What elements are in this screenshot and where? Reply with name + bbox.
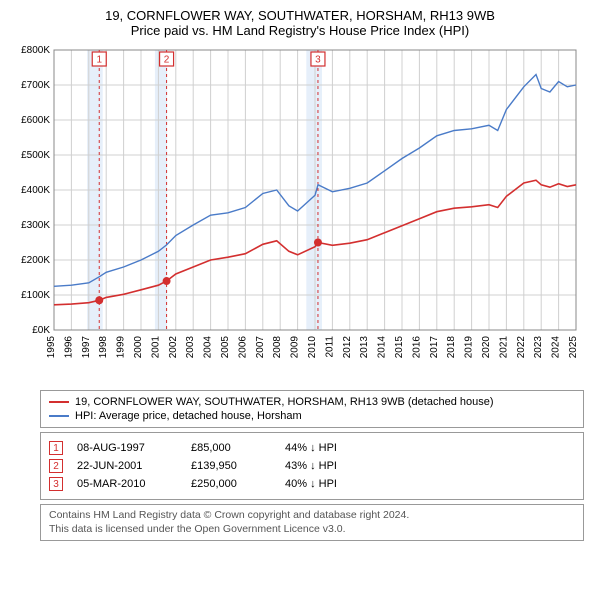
x-tick-label: 2001 bbox=[150, 336, 161, 359]
events-box: 1 08-AUG-1997 £85,000 44% ↓ HPI 2 22-JUN-2001… bbox=[40, 432, 584, 500]
x-tick-label: 2004 bbox=[203, 336, 214, 359]
x-tick-label: 2007 bbox=[255, 336, 266, 359]
event-row: 2 22-JUN-2001 £139,950 43% ↓ HPI bbox=[49, 457, 575, 475]
event-date: 08-AUG-1997 bbox=[77, 442, 177, 454]
x-tick-label: 2019 bbox=[464, 336, 475, 359]
x-tick-label: 2011 bbox=[324, 336, 335, 358]
x-tick-label: 2023 bbox=[533, 336, 544, 359]
y-tick-label: £300K bbox=[21, 220, 50, 231]
x-tick-label: 2016 bbox=[411, 336, 422, 359]
legend-label: 19, CORNFLOWER WAY, SOUTHWATER, HORSHAM,… bbox=[75, 396, 494, 408]
event-pct: 44% ↓ HPI bbox=[285, 442, 337, 454]
event-price: £250,000 bbox=[191, 478, 271, 490]
title-block: 19, CORNFLOWER WAY, SOUTHWATER, HORSHAM,… bbox=[12, 8, 588, 38]
y-tick-label: £800K bbox=[21, 45, 50, 56]
x-tick-label: 2013 bbox=[359, 336, 370, 359]
y-tick-label: £0K bbox=[32, 325, 50, 336]
footer-box: Contains HM Land Registry data © Crown c… bbox=[40, 504, 584, 541]
legend-label: HPI: Average price, detached house, Hors… bbox=[75, 410, 302, 422]
footer-line1: Contains HM Land Registry data © Crown c… bbox=[49, 509, 575, 523]
legend-row: HPI: Average price, detached house, Hors… bbox=[49, 409, 575, 423]
event-date: 05-MAR-2010 bbox=[77, 478, 177, 490]
legend-box: 19, CORNFLOWER WAY, SOUTHWATER, HORSHAM,… bbox=[40, 390, 584, 428]
x-tick-label: 2000 bbox=[133, 336, 144, 359]
x-tick-label: 2010 bbox=[307, 336, 318, 359]
event-marker: 2 bbox=[49, 459, 63, 473]
x-tick-label: 1999 bbox=[116, 336, 127, 359]
event-marker: 3 bbox=[49, 477, 63, 491]
sale-marker bbox=[163, 277, 171, 285]
x-tick-label: 2017 bbox=[429, 336, 440, 359]
x-tick-label: 2014 bbox=[377, 336, 388, 359]
title-subtitle: Price paid vs. HM Land Registry's House … bbox=[12, 23, 588, 38]
event-pct: 40% ↓ HPI bbox=[285, 478, 337, 490]
x-tick-label: 2006 bbox=[237, 336, 248, 359]
event-marker-label: 3 bbox=[315, 55, 321, 66]
x-tick-label: 2003 bbox=[185, 336, 196, 359]
x-tick-label: 1997 bbox=[81, 336, 92, 359]
x-tick-label: 2008 bbox=[272, 336, 283, 359]
x-tick-label: 2018 bbox=[446, 336, 457, 359]
y-tick-label: £400K bbox=[21, 185, 50, 196]
sale-marker bbox=[95, 296, 103, 304]
event-marker: 1 bbox=[49, 441, 63, 455]
x-tick-label: 1996 bbox=[63, 336, 74, 359]
event-price: £85,000 bbox=[191, 442, 271, 454]
event-price: £139,950 bbox=[191, 460, 271, 472]
x-tick-label: 2020 bbox=[481, 336, 492, 359]
footer-line2: This data is licensed under the Open Gov… bbox=[49, 523, 575, 537]
x-tick-label: 2012 bbox=[342, 336, 353, 359]
x-tick-label: 2024 bbox=[551, 336, 562, 359]
event-pct: 43% ↓ HPI bbox=[285, 460, 337, 472]
y-tick-label: £700K bbox=[21, 80, 50, 91]
title-address: 19, CORNFLOWER WAY, SOUTHWATER, HORSHAM,… bbox=[12, 8, 588, 23]
chart-area: £0K £100K £200K £300K £400K £500K £600K £700K £8… bbox=[12, 42, 588, 382]
chart-svg: £0K £100K £200K £300K £400K £500K £600K £700K £8… bbox=[12, 42, 588, 382]
y-tick-label: £600K bbox=[21, 115, 50, 126]
x-tick-label: 2009 bbox=[290, 336, 301, 359]
event-marker-label: 2 bbox=[164, 55, 170, 66]
event-date: 22-JUN-2001 bbox=[77, 460, 177, 472]
x-tick-label: 1998 bbox=[98, 336, 109, 359]
x-tick-label: 2021 bbox=[498, 336, 509, 359]
event-marker-label: 1 bbox=[96, 55, 102, 66]
x-tick-label: 2005 bbox=[220, 336, 231, 359]
x-tick-label: 2015 bbox=[394, 336, 405, 359]
event-row: 1 08-AUG-1997 £85,000 44% ↓ HPI bbox=[49, 439, 575, 457]
y-tick-label: £500K bbox=[21, 150, 50, 161]
legend-swatch bbox=[49, 401, 69, 403]
y-tick-label: £100K bbox=[21, 290, 50, 301]
legend-swatch bbox=[49, 415, 69, 417]
sale-marker bbox=[314, 239, 322, 247]
x-tick-label: 1995 bbox=[46, 336, 57, 359]
event-row: 3 05-MAR-2010 £250,000 40% ↓ HPI bbox=[49, 475, 575, 493]
x-tick-label: 2022 bbox=[516, 336, 527, 359]
x-tick-label: 2025 bbox=[568, 336, 579, 359]
y-tick-label: £200K bbox=[21, 255, 50, 266]
chart-container: 19, CORNFLOWER WAY, SOUTHWATER, HORSHAM,… bbox=[0, 0, 600, 553]
x-tick-label: 2002 bbox=[168, 336, 179, 359]
legend-row: 19, CORNFLOWER WAY, SOUTHWATER, HORSHAM,… bbox=[49, 395, 575, 409]
